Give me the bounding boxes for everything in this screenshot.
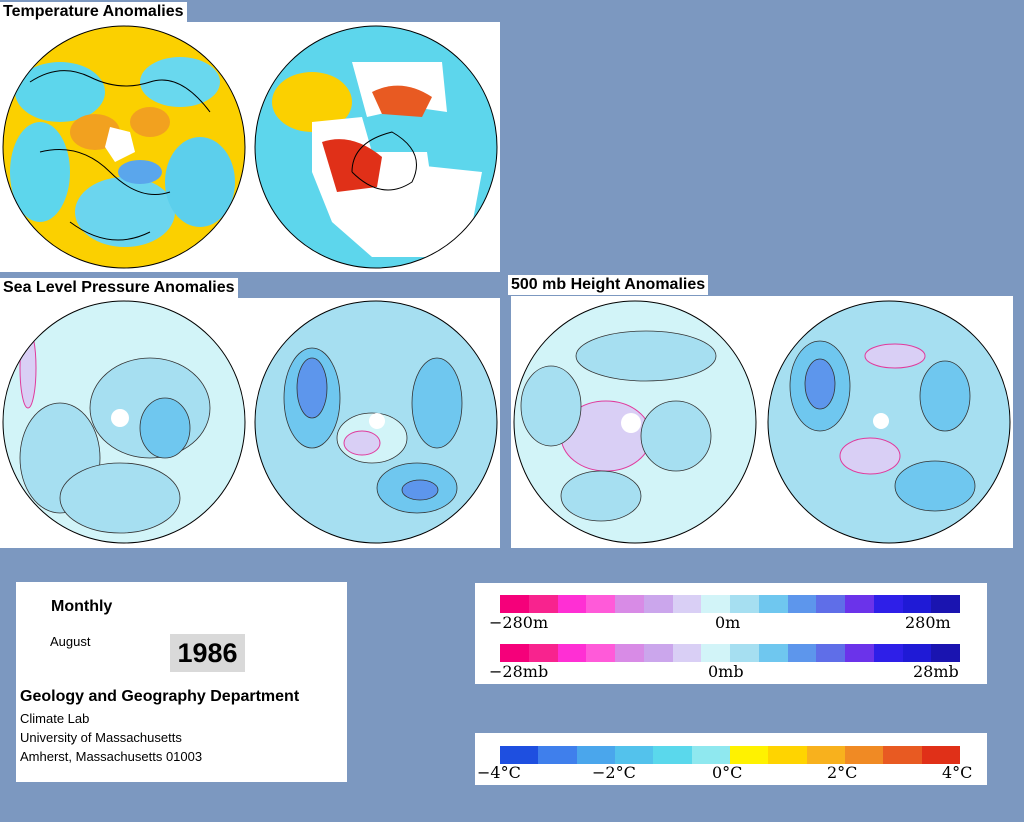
temperature-swatch [806, 746, 845, 764]
anomaly-swatch [787, 644, 817, 662]
anomaly-swatch [557, 595, 587, 613]
anomaly-swatch [615, 595, 644, 613]
anomaly-swatch [500, 644, 529, 662]
slp-panel-title: Sea Level Pressure Anomalies [0, 278, 238, 298]
pressure-tick-labels: −28mb 0mb 28mb [475, 662, 987, 682]
pressure-min-label: −28mb [489, 662, 549, 681]
height-mid-label: 0m [715, 613, 741, 632]
height-colorbar [500, 595, 960, 613]
anomaly-swatch [816, 644, 845, 662]
month-label: August [50, 634, 91, 649]
anomaly-swatch [730, 595, 759, 613]
anomaly-swatch [701, 644, 730, 662]
address-line-2: University of Massachusetts [20, 730, 182, 745]
temp-tick-plus4: 4°C [942, 763, 973, 782]
anomaly-swatch [615, 644, 644, 662]
anomaly-swatch [873, 644, 903, 662]
temperature-swatch [691, 746, 730, 764]
height500-panel-title: 500 mb Height Anomalies [508, 275, 709, 295]
anomaly-swatch [528, 595, 558, 613]
year-label: 1986 [170, 634, 245, 672]
pressure-mid-label: 0mb [708, 662, 744, 681]
height500-south-hemisphere-map [767, 300, 1011, 544]
temperature-map-panel [0, 22, 500, 272]
anomaly-swatch [845, 595, 874, 613]
height-min-label: −280m [489, 613, 549, 632]
temperature-north-hemisphere-map [2, 25, 246, 269]
anomaly-swatch [528, 644, 558, 662]
temperature-swatch [653, 746, 692, 764]
temperature-swatch [921, 746, 960, 764]
temperature-swatch [538, 746, 577, 764]
temperature-swatch [614, 746, 654, 764]
temp-tick-0: 0°C [712, 763, 743, 782]
anomaly-legend: −280m 0m 280m −28mb 0mb 28mb [475, 583, 987, 684]
address-line-3: Amherst, Massachusetts 01003 [20, 749, 203, 764]
anomaly-swatch [672, 595, 702, 613]
info-box: Monthly August 1986 Geology and Geograph… [16, 582, 347, 782]
anomaly-swatch [701, 595, 730, 613]
anomaly-swatch [931, 644, 960, 662]
height-tick-labels: −280m 0m 280m [475, 613, 987, 633]
temperature-panel-title: Temperature Anomalies [0, 2, 187, 22]
address-line-1: Climate Lab [20, 711, 90, 726]
period-label: Monthly [51, 598, 113, 615]
temp-tick-minus2: −2°C [592, 763, 636, 782]
anomaly-swatch [787, 595, 817, 613]
slp-north-hemisphere-map [2, 300, 246, 544]
temperature-swatch [768, 746, 807, 764]
anomaly-swatch [845, 644, 874, 662]
temperature-swatch [883, 746, 922, 764]
anomaly-swatch [873, 595, 903, 613]
height500-north-hemisphere-map [513, 300, 757, 544]
temp-tick-minus4: −4°C [477, 763, 521, 782]
slp-south-hemisphere-map [254, 300, 498, 544]
anomaly-swatch [586, 644, 615, 662]
anomaly-swatch [816, 595, 845, 613]
anomaly-swatch [758, 644, 788, 662]
anomaly-swatch [643, 595, 673, 613]
anomaly-swatch [902, 595, 932, 613]
anomaly-swatch [730, 644, 759, 662]
temperature-swatch [729, 746, 769, 764]
pressure-colorbar [500, 644, 960, 662]
height-max-label: 280m [905, 613, 951, 632]
department-label: Geology and Geography Department [20, 688, 300, 705]
anomaly-swatch [586, 595, 615, 613]
height500-map-panel [511, 296, 1013, 548]
temperature-swatch [844, 746, 884, 764]
temperature-swatch [500, 746, 539, 764]
temperature-tick-labels: −4°C −2°C 0°C 2°C 4°C [475, 763, 987, 783]
temperature-swatch [576, 746, 615, 764]
temp-tick-plus2: 2°C [827, 763, 858, 782]
temperature-legend: −4°C −2°C 0°C 2°C 4°C [475, 733, 987, 785]
temperature-colorbar [500, 746, 960, 764]
anomaly-swatch [672, 644, 702, 662]
anomaly-swatch [643, 644, 673, 662]
pressure-max-label: 28mb [913, 662, 959, 681]
slp-map-panel [0, 298, 500, 548]
anomaly-swatch [557, 644, 587, 662]
temperature-south-hemisphere-map [254, 25, 498, 269]
anomaly-swatch [500, 595, 529, 613]
anomaly-swatch [902, 644, 932, 662]
anomaly-swatch [758, 595, 788, 613]
anomaly-swatch [931, 595, 960, 613]
